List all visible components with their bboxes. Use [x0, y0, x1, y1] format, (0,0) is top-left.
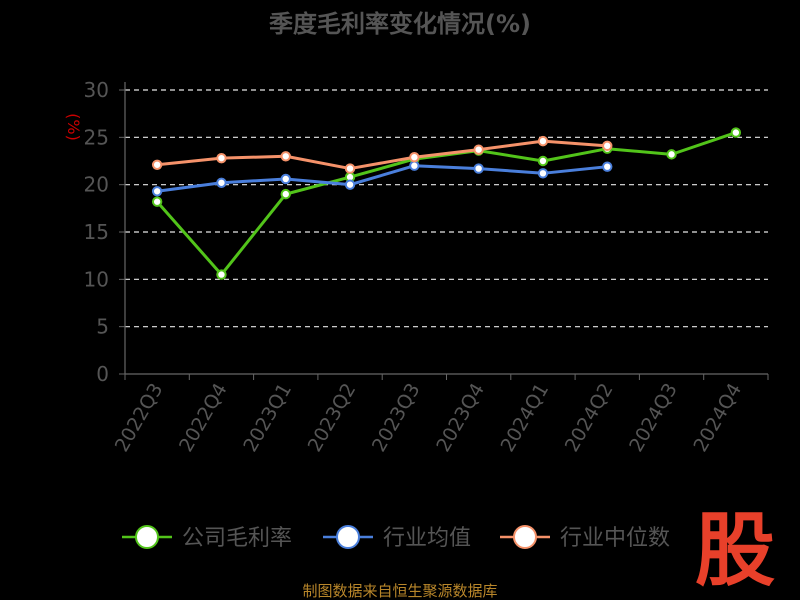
data-point: [216, 269, 227, 280]
x-tick-label: 2022Q4: [175, 380, 232, 456]
series-group: [151, 127, 742, 280]
chart-title: 季度毛利率变化情况(%): [269, 10, 531, 38]
y-tick-label: 5: [96, 315, 109, 339]
data-point: [666, 149, 677, 160]
legend: 公司毛利率 行业均值 行业中位数: [122, 525, 670, 551]
legend-marker: [336, 525, 360, 549]
x-tick-label: 2023Q1: [239, 380, 296, 456]
data-point: [537, 168, 549, 179]
x-tick-label: 2022Q3: [111, 380, 168, 456]
x-tick-label: 2024Q2: [561, 380, 618, 456]
y-tick-label: 20: [84, 173, 109, 197]
legend-label: 行业中位数: [560, 526, 670, 551]
data-point: [216, 152, 227, 164]
data-point: [151, 186, 163, 197]
y-tick-label: 30: [84, 78, 109, 102]
x-tick-label: 2023Q2: [304, 380, 361, 456]
data-point: [602, 140, 613, 152]
data-point: [473, 144, 484, 155]
legend-item-1: 公司毛利率: [122, 525, 292, 551]
data-point: [280, 151, 291, 162]
data-point: [280, 173, 291, 185]
data-point: [730, 127, 742, 138]
logo-mark: 股: [695, 504, 775, 597]
data-point: [602, 161, 613, 172]
data-point: [344, 163, 356, 174]
x-tick-label: 2024Q1: [497, 380, 554, 456]
data-point: [280, 188, 291, 200]
data-point: [409, 160, 420, 171]
x-tick-label: 2023Q4: [432, 380, 489, 456]
source-note: 制图数据来自恒生聚源数据库: [302, 582, 497, 600]
legend-marker: [513, 525, 537, 549]
x-tick-label: 2024Q3: [625, 380, 682, 456]
y-tick-label: 15: [84, 220, 109, 244]
legend-label: 行业均值: [383, 526, 471, 551]
x-tick-label: 2023Q3: [368, 380, 425, 456]
data-point: [409, 152, 420, 163]
data-point: [151, 196, 163, 207]
y-axis-label: (%): [64, 113, 83, 141]
x-tick-label: 2024Q4: [689, 380, 746, 456]
data-point: [216, 177, 227, 188]
legend-item-3: 行业中位数: [500, 525, 670, 551]
axes: [119, 82, 769, 380]
data-point: [344, 179, 356, 190]
data-point: [473, 163, 484, 174]
series-line-2: [156, 164, 608, 193]
legend-item-2: 行业均值: [323, 525, 471, 551]
data-point: [151, 159, 163, 170]
legend-marker: [135, 525, 159, 549]
grid: [125, 89, 768, 328]
data-point: [537, 135, 549, 147]
y-tick-label: 10: [84, 267, 109, 291]
legend-label: 公司毛利率: [182, 526, 292, 551]
y-tick-label: 25: [84, 125, 109, 149]
y-ticks: 0 5 10 15 20 25 30: [84, 78, 109, 386]
series-line-3: [156, 139, 608, 171]
x-ticks: 2022Q3 2022Q4 2023Q1 2023Q2 2023Q3 2023Q4 2024…: [111, 380, 746, 456]
data-point: [537, 155, 549, 167]
y-tick-label: 0: [96, 362, 109, 386]
